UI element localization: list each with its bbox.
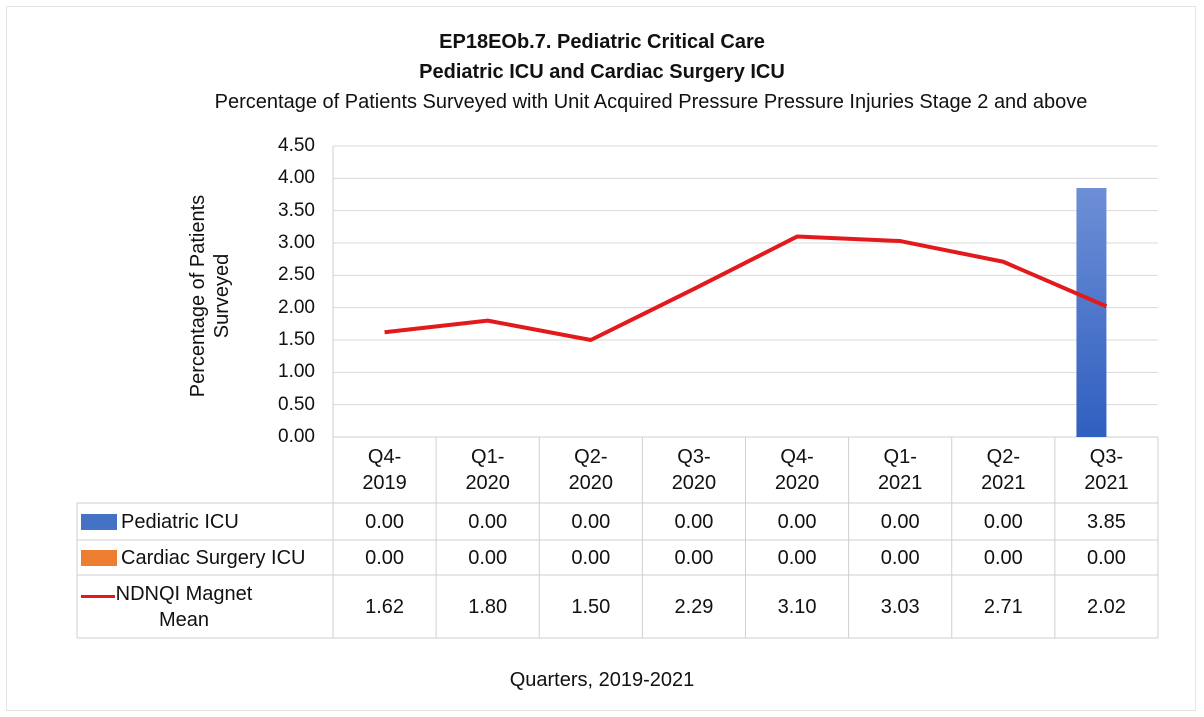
- chart-description: Percentage of Patients Surveyed with Uni…: [214, 91, 1088, 113]
- data-label: 0.00: [571, 510, 611, 533]
- y-tick-label: 4.00: [278, 167, 315, 189]
- legend-key: [81, 513, 117, 530]
- x-tick-label: Q3-2021: [1055, 437, 1158, 503]
- x-tick-label: Q1-2020: [436, 437, 539, 503]
- y-tick-label: 3.50: [278, 199, 315, 221]
- x-tick-text: Q2-2020: [568, 446, 614, 494]
- y-tick-label: 4.50: [278, 135, 315, 156]
- data-label: 1.80: [468, 595, 508, 618]
- y-tick-label: 1.00: [278, 361, 315, 383]
- data-label: 0.00: [880, 546, 920, 569]
- legend-label: Cardiac Surgery ICU: [121, 546, 306, 569]
- x-tick-label: Q1-2021: [849, 437, 952, 503]
- x-tick-text: Q1-2020: [465, 446, 510, 494]
- bar: [1076, 188, 1107, 437]
- data-label: 0.00: [777, 546, 817, 569]
- legend-label: Pediatric ICU: [121, 510, 239, 533]
- y-tick-label: 2.00: [278, 296, 315, 318]
- chart-frame: [6, 6, 1196, 711]
- y-tick-label: 3.00: [278, 232, 315, 253]
- data-label: 3.85: [1086, 510, 1126, 533]
- data-label: 0.00: [1086, 546, 1126, 569]
- y-tick-label: 1.50: [278, 329, 315, 350]
- y-axis-label: Percentage of Patients Surveyed: [187, 194, 233, 398]
- data-label: 0.00: [468, 546, 508, 569]
- y-tick-label: 0.50: [278, 393, 315, 415]
- x-tick-text: Q3-2020: [671, 446, 717, 494]
- legend-entry: Pediatric ICU: [81, 503, 329, 540]
- x-tick-text: Q3-2021: [1084, 446, 1129, 494]
- x-tick-text: Q1-2021: [877, 446, 923, 494]
- y-tick-label: 0.00: [278, 426, 315, 447]
- data-label: 0.00: [571, 546, 611, 569]
- x-tick-label: Q2-2020: [539, 437, 642, 503]
- data-label: 0.00: [365, 510, 405, 533]
- x-tick-label: Q4-2019: [333, 437, 436, 503]
- x-tick-label: Q3-2020: [642, 437, 745, 503]
- data-label: 2.71: [983, 595, 1023, 618]
- legend-entry: Cardiac Surgery ICU: [81, 540, 329, 575]
- data-label: 1.50: [571, 595, 611, 618]
- data-label: 0.00: [674, 546, 714, 569]
- data-label: 0.00: [365, 546, 405, 569]
- y-tick-label: 2.50: [278, 264, 315, 286]
- data-label: 0.00: [674, 510, 714, 533]
- legend-entry: NDNQI Magnet Mean: [81, 575, 329, 638]
- x-tick-text: Q4-2019: [362, 446, 407, 494]
- x-tick-label: Q2-2021: [952, 437, 1055, 503]
- data-label: 2.29: [674, 595, 714, 618]
- x-tick-text: Q2-2021: [981, 446, 1026, 494]
- line-series: [384, 234, 1108, 342]
- data-label: 0.00: [777, 510, 817, 533]
- chart-subtitle: Pediatric ICU and Cardiac Surgery ICU: [419, 61, 785, 83]
- x-tick-label: Q4-2020: [746, 437, 849, 503]
- data-label: 1.62: [365, 595, 405, 618]
- legend-key: [81, 549, 117, 566]
- data-label: 2.02: [1086, 595, 1126, 618]
- data-label: 0.00: [983, 546, 1023, 569]
- data-label: 0.00: [880, 510, 920, 533]
- chart-title: EP18EOb.7. Pediatric Critical Care: [439, 31, 765, 53]
- data-label: 3.10: [777, 595, 817, 618]
- data-label: 3.03: [880, 595, 920, 618]
- legend-key: [81, 595, 115, 598]
- x-axis-label: Quarters, 2019-2021: [509, 669, 695, 691]
- data-label: 0.00: [983, 510, 1023, 533]
- x-tick-text: Q4-2020: [774, 446, 820, 494]
- data-label: 0.00: [468, 510, 508, 533]
- legend-label: NDNQI Magnet Mean: [115, 582, 253, 631]
